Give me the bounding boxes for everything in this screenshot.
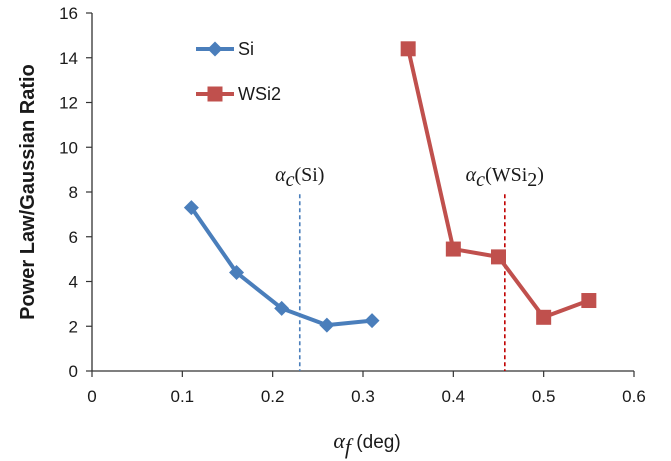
data-point <box>400 41 416 57</box>
data-point <box>491 249 506 265</box>
y-tick-label: 2 <box>69 317 78 336</box>
critical-angle-label: αc(WSi2) <box>466 164 544 191</box>
series-si <box>183 200 380 333</box>
x-axis-title-symbol: α <box>333 428 345 453</box>
x-tick-label: 0.1 <box>171 387 195 406</box>
legend-label: Si <box>238 39 254 59</box>
series-wsi2 <box>400 41 597 325</box>
data-point <box>183 200 199 216</box>
x-tick-label: 0.3 <box>351 387 375 406</box>
critical-angle-subscript: c <box>286 169 295 191</box>
x-tick-label: 0 <box>87 387 96 406</box>
x-axis-title-unit: (deg) <box>351 432 401 453</box>
x-tick-label: 0.6 <box>622 387 646 406</box>
critical-angle-material-subscript: 2 <box>527 169 537 191</box>
y-tick-label: 16 <box>59 4 78 23</box>
y-tick-label: 14 <box>59 49 78 68</box>
y-tick-label: 6 <box>69 228 78 247</box>
critical-angle-close: ) <box>537 164 544 186</box>
critical-angle-material: (Si) <box>294 164 324 186</box>
y-tick-label: 8 <box>69 183 78 202</box>
data-point <box>445 241 461 257</box>
x-tick-label: 0.2 <box>261 387 285 406</box>
data-point <box>229 265 245 281</box>
data-point <box>274 300 290 316</box>
y-tick-label: 10 <box>59 138 78 157</box>
data-point <box>536 309 552 325</box>
critical-angle-symbol: α <box>275 164 286 186</box>
legend-marker <box>207 86 223 102</box>
critical-angle-material: (WSi <box>485 164 528 186</box>
x-axis-title-subscript: f <box>345 434 354 459</box>
critical-angle-label: αc(Si) <box>275 164 324 191</box>
y-axis-title: Power Law/Gaussian Ratio <box>17 64 39 320</box>
x-axis-title: αf (deg) <box>333 428 400 459</box>
y-tick-label: 4 <box>69 273 78 292</box>
x-tick-label: 0.5 <box>532 387 556 406</box>
data-point <box>319 317 335 333</box>
legend-item: Si <box>196 39 254 59</box>
x-tick-label: 0.4 <box>442 387 466 406</box>
critical-angle-subscript: c <box>476 169 485 191</box>
legend-marker <box>207 41 223 57</box>
legend-item: WSi2 <box>196 84 281 104</box>
data-point <box>581 293 597 309</box>
critical-angle-symbol: α <box>466 164 477 186</box>
data-point <box>364 313 380 329</box>
legend-label: WSi2 <box>238 84 281 104</box>
y-tick-label: 12 <box>59 94 78 113</box>
y-tick-label: 0 <box>69 362 78 381</box>
